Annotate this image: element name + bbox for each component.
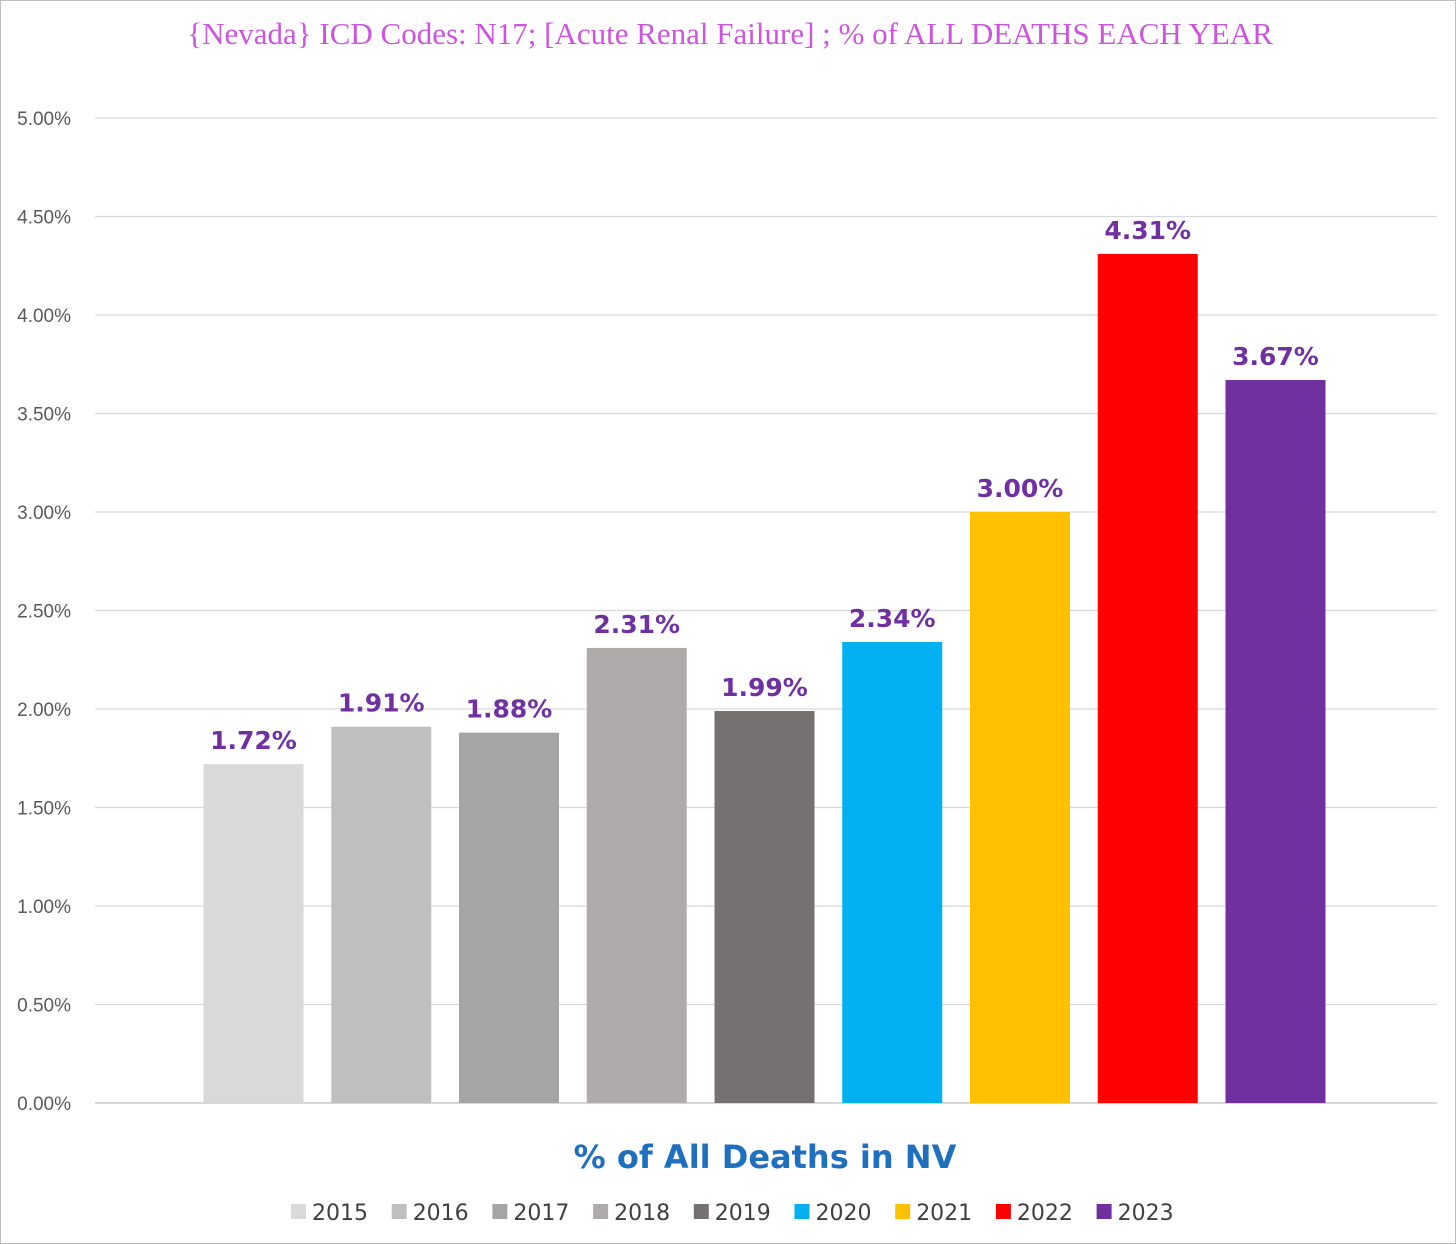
legend-swatch-2022 (995, 1204, 1011, 1219)
data-label-2017: 1.88% (466, 695, 553, 724)
y-tick-label: 4.50% (17, 208, 71, 229)
legend-label-2020: 2020 (816, 1201, 872, 1226)
y-tick-label: 3.00% (17, 503, 71, 524)
y-tick-label: 0.50% (17, 996, 71, 1017)
x-axis-title: % of All Deaths in NV (574, 1138, 957, 1176)
legend-label-2015: 2015 (312, 1201, 368, 1226)
data-label-2020: 2.34% (849, 604, 936, 633)
bar-2020 (842, 642, 943, 1103)
bar-2015 (203, 764, 304, 1103)
y-tick-label: 3.50% (17, 405, 71, 426)
chart-title: {Nevada} ICD Codes: N17; [Acute Renal Fa… (187, 16, 1273, 51)
legend-label-2017: 2017 (513, 1201, 569, 1226)
legend-swatch-2023 (1096, 1204, 1112, 1219)
legend-swatch-2016 (391, 1204, 407, 1219)
data-label-2019: 1.99% (721, 673, 808, 702)
legend-label-2016: 2016 (413, 1201, 469, 1226)
legend-label-2023: 2023 (1118, 1201, 1174, 1226)
legend-swatch-2019 (693, 1204, 709, 1219)
legend-label-2022: 2022 (1017, 1201, 1073, 1226)
legend-swatch-2017 (492, 1204, 508, 1219)
legend-label-2019: 2019 (715, 1201, 771, 1226)
bar-2021 (970, 512, 1070, 1103)
y-tick-label: 1.50% (17, 799, 71, 820)
y-tick-label: 0.00% (17, 1094, 71, 1115)
data-label-2015: 1.72% (210, 726, 297, 755)
data-label-2016: 1.91% (338, 689, 425, 718)
bar-2017 (459, 732, 559, 1103)
legend-swatch-2018 (593, 1204, 609, 1219)
bar-2016 (331, 726, 432, 1103)
bar-2018 (586, 647, 687, 1103)
legend-swatch-2015 (291, 1204, 306, 1219)
legend-swatch-2020 (794, 1204, 810, 1219)
bar-2023 (1225, 380, 1326, 1103)
y-tick-label: 2.50% (17, 602, 71, 623)
data-label-2022: 4.31% (1104, 216, 1191, 245)
bar-2019 (714, 710, 815, 1103)
legend-label-2018: 2018 (614, 1201, 670, 1226)
y-tick-label: 5.00% (17, 109, 71, 130)
y-tick-label: 1.00% (17, 897, 71, 918)
y-tick-label: 2.00% (17, 700, 71, 721)
data-label-2018: 2.31% (593, 610, 680, 639)
bar-2022 (1097, 253, 1198, 1103)
legend-label-2021: 2021 (916, 1201, 972, 1226)
data-label-2021: 3.00% (977, 474, 1064, 503)
data-label-2023: 3.67% (1232, 342, 1319, 371)
legend-swatch-2021 (895, 1204, 911, 1219)
y-tick-label: 4.00% (17, 306, 71, 327)
